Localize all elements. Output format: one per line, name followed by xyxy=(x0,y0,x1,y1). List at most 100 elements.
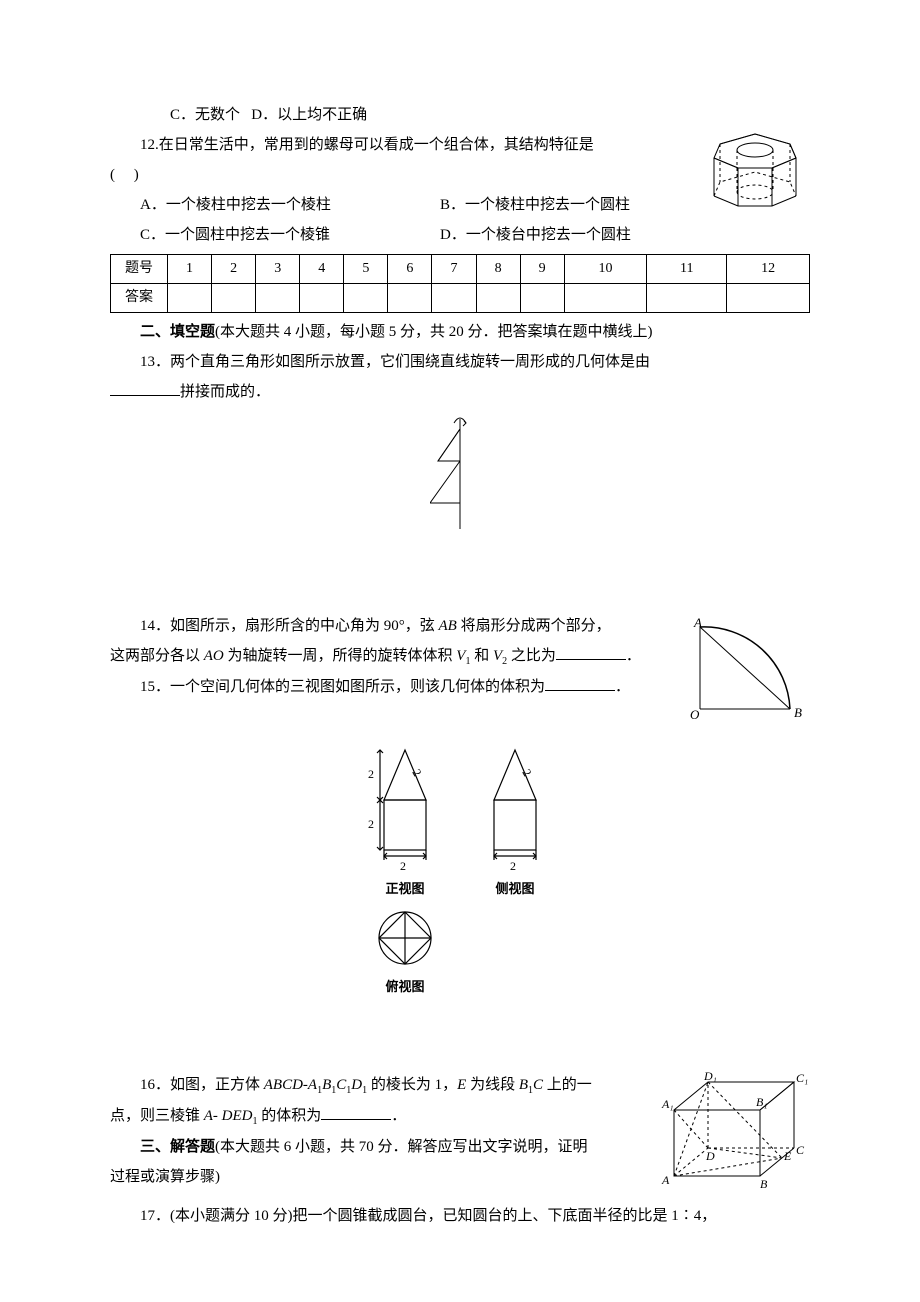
section3-title: 三、解答题 xyxy=(140,1139,215,1155)
q16-aded1: A- DED xyxy=(204,1108,253,1124)
top-view-svg xyxy=(370,906,440,972)
cube-c1: C₁ xyxy=(796,1071,808,1085)
cube-b1: B₁ xyxy=(756,1095,768,1109)
q12-choice-d: D．一个棱台中挖去一个圆柱 xyxy=(440,220,631,250)
q16-figure: A B C D A₁ B₁ C₁ D₁ E xyxy=(660,1070,810,1201)
grid-ans-cell xyxy=(168,284,212,313)
grid-col-2: 2 xyxy=(212,255,256,284)
q13-figure xyxy=(110,411,810,531)
q15-figure: 2 2 2 2 正视图 俯视图 xyxy=(110,744,810,1000)
q14-part-e: 之比为 xyxy=(507,648,556,664)
q16-b1c: B xyxy=(519,1077,528,1093)
grid-ans-cell xyxy=(344,284,388,313)
dim-2b: 2 xyxy=(368,817,374,831)
section2-desc: (本大题共 4 小题，每小题 5 分，共 20 分．把答案填在题中横线上) xyxy=(215,324,653,340)
q11-choice-c: C．无数个 xyxy=(170,107,240,123)
q16-e: E xyxy=(457,1077,466,1093)
grid-col-5: 5 xyxy=(344,255,388,284)
q16-c: 为线段 xyxy=(466,1077,519,1093)
dim-2slant: 2 xyxy=(409,767,424,779)
q16-d1: D xyxy=(351,1077,362,1093)
q14-and: 和 xyxy=(470,648,493,664)
cube-a1: A₁ xyxy=(661,1097,674,1111)
dim-2d: 2 xyxy=(510,859,516,873)
q14-part-b: 将扇形分成两个部分， xyxy=(457,618,611,634)
q13-stem1: 13．两个直角三角形如图所示放置，它们围绕直线旋转一周形成的几何体是由 xyxy=(140,354,650,370)
q16-clbl: C xyxy=(533,1077,543,1093)
cube-d: D xyxy=(705,1149,715,1163)
answer-grid: 题号 1 2 3 4 5 6 7 8 9 10 11 12 答案 xyxy=(110,254,810,313)
q16-b: 的棱长为 1， xyxy=(367,1077,457,1093)
q16-f: 的体积为 xyxy=(258,1108,322,1124)
q14-blank xyxy=(556,644,626,660)
paren-close: ) xyxy=(134,167,139,183)
grid-col-6: 6 xyxy=(388,255,432,284)
q12-choice-b: B．一个棱柱中挖去一个圆柱 xyxy=(440,190,630,220)
fig-label-b: B xyxy=(794,705,802,720)
section3-desc: (本大题共 6 小题，共 70 分．解答应写出文字说明，证明 xyxy=(215,1139,588,1155)
section2-title: 二、填空题 xyxy=(140,324,215,340)
q16-blank xyxy=(321,1104,391,1120)
q14-figure: A O B xyxy=(690,617,810,736)
q15-blank xyxy=(545,675,615,691)
q14-v2: V xyxy=(493,648,502,664)
grid-col-9: 9 xyxy=(520,255,564,284)
q16-abcd: ABCD-A xyxy=(264,1077,317,1093)
front-view-label: 正视图 xyxy=(385,876,424,902)
grid-ans-cell xyxy=(727,284,810,313)
grid-col-4: 4 xyxy=(300,255,344,284)
q16-c1: C xyxy=(336,1077,346,1093)
grid-label-ans: 答案 xyxy=(111,284,168,313)
front-view-svg: 2 2 2 2 xyxy=(366,744,444,874)
grid-col-7: 7 xyxy=(432,255,476,284)
grid-col-11: 11 xyxy=(647,255,727,284)
q14-part-a: 14．如图所示，扇形所含的中心角为 90°，弦 xyxy=(140,618,439,634)
q17-stem-text: 17．(本小题满分 10 分)把一个圆锥截成圆台，已知圆台的上、下底面半径的比是… xyxy=(140,1208,716,1224)
cube-e: E xyxy=(783,1149,792,1163)
q16-b1: B xyxy=(322,1077,331,1093)
q13-stem2: 拼接而成的． xyxy=(180,384,270,400)
grid-ans-cell xyxy=(647,284,727,313)
cube-b: B xyxy=(760,1177,768,1190)
q16-d: 上的一 xyxy=(543,1077,592,1093)
cube-a: A xyxy=(661,1173,670,1187)
q13-blank xyxy=(110,380,180,396)
q16-a: 16．如图，正方体 xyxy=(140,1077,264,1093)
q17-stem: 17．(本小题满分 10 分)把一个圆锥截成圆台，已知圆台的上、下底面半径的比是… xyxy=(110,1201,810,1231)
q14-ab: AB xyxy=(439,618,457,634)
grid-ans-cell xyxy=(476,284,520,313)
q12-choices-ab: A．一个棱柱中挖去一个棱柱 B．一个棱柱中挖去一个圆柱 xyxy=(140,190,696,220)
grid-header-row: 题号 1 2 3 4 5 6 7 8 9 10 11 12 xyxy=(111,255,810,284)
section2-heading: 二、填空题(本大题共 4 小题，每小题 5 分，共 20 分．把答案填在题中横线… xyxy=(110,317,810,347)
q12-choice-c: C．一个圆柱中挖去一个棱锥 xyxy=(140,220,440,250)
q14-part-d: 为轴旋转一周，所得的旋转体体积 xyxy=(224,648,457,664)
q11-choices-cd: C．无数个 D．以上均不正确 xyxy=(140,100,810,130)
grid-ans-cell xyxy=(564,284,647,313)
q12-choice-a: A．一个棱柱中挖去一个棱柱 xyxy=(140,190,440,220)
q14-part-c: 这两部分各以 xyxy=(110,648,204,664)
q12-choices-cd: C．一个圆柱中挖去一个棱锥 D．一个棱台中挖去一个圆柱 xyxy=(140,220,696,250)
dim-2slant2: 2 xyxy=(519,767,534,779)
q13-line1: 13．两个直角三角形如图所示放置，它们围绕直线旋转一周形成的几何体是由 xyxy=(110,347,810,377)
cube-d1: D₁ xyxy=(703,1070,717,1083)
grid-col-12: 12 xyxy=(727,255,810,284)
dim-2c: 2 xyxy=(400,859,406,873)
q14-ao: AO xyxy=(204,648,224,664)
paren-open: ( xyxy=(110,167,115,183)
grid-ans-cell xyxy=(256,284,300,313)
fig-label-o: O xyxy=(690,707,700,722)
nut-figure xyxy=(700,130,810,229)
side-view-label: 侧视图 xyxy=(495,876,534,902)
q11-choice-d: D．以上均不正确 xyxy=(251,107,367,123)
q15-stem-text: 15．一个空间几何体的三视图如图所示，则该几何体的体积为 xyxy=(140,679,545,695)
grid-col-3: 3 xyxy=(256,255,300,284)
grid-col-1: 1 xyxy=(168,255,212,284)
q13-line2: 拼接而成的． xyxy=(110,377,810,407)
q12-stem-text: 12.在日常生活中，常用到的螺母可以看成一个组合体，其结构特征是 xyxy=(140,137,594,153)
grid-ans-cell xyxy=(300,284,344,313)
fig-label-a: A xyxy=(693,617,702,630)
grid-col-10: 10 xyxy=(564,255,647,284)
side-view-svg: 2 2 xyxy=(476,744,554,874)
top-view-label: 俯视图 xyxy=(385,974,424,1000)
cube-c: C xyxy=(796,1143,805,1157)
